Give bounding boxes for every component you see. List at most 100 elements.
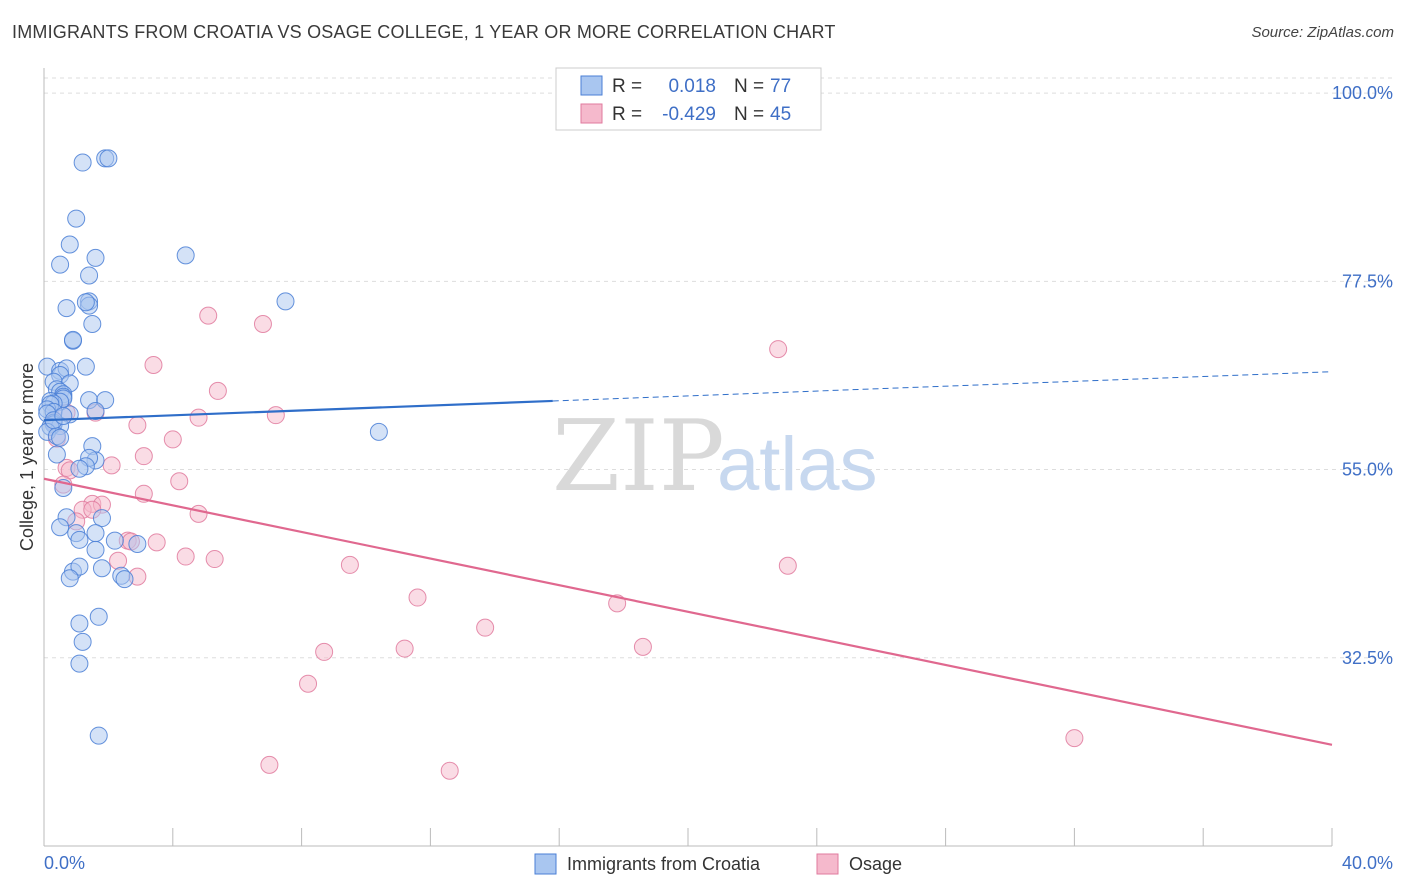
legend-n-value-pink: 45 [770,104,791,125]
croatia-point-69 [60,569,79,588]
legend-pink-swatch [580,103,603,124]
y-tick-labels: 32.5% 55.0% 77.5% 100.0% [1332,83,1393,668]
croatia-point-6 [86,248,105,267]
croatia-point-5 [51,255,70,274]
series-legend-pink-label: Osage [849,854,902,874]
osage-point-35 [408,588,427,607]
osage-point-24 [189,504,208,523]
y-tick-label-0: 32.5% [1342,648,1393,668]
chart-title: IMMIGRANTS FROM CROATIA VS OSAGE COLLEGE… [12,22,836,42]
croatia-point-7 [80,266,99,285]
osage-point-30 [205,550,224,569]
legend-n-value-blue: 77 [770,76,791,97]
croatia-point-70 [89,607,108,626]
croatia-point-12 [76,293,95,312]
croatia-point-59 [86,524,105,543]
croatia-point-4 [60,235,79,254]
y-tick-label-2: 77.5% [1342,271,1393,291]
croatia-point-73 [70,654,89,673]
croatia-point-3 [67,209,86,228]
grid-lines [44,77,1393,659]
trend-lines [43,371,1333,746]
osage-point-40 [315,642,334,661]
osage-point-13 [134,447,153,466]
croatia-point-8 [176,246,195,265]
osage-trend-line [43,477,1333,746]
croatia-point-62 [128,535,147,554]
legend-r-value-blue: 0.018 [668,76,716,97]
watermark-atlas: atlas [717,422,878,507]
osage-point-33 [778,556,797,575]
osage-point-44 [440,761,459,780]
osage-point-32 [340,555,359,574]
osage-point-43 [260,755,279,774]
legend-n-label-pink: N = [734,104,764,125]
osage-point-28 [147,533,166,552]
watermark: ZIP atlas [552,400,878,514]
legend-r-label-pink: R = [612,104,642,125]
croatia-point-53 [70,459,89,478]
croatia-point-39 [86,401,105,420]
osage-point-14 [102,456,121,475]
osage-point-39 [395,639,414,658]
croatia-point-13 [276,292,295,311]
croatia-point-71 [70,614,89,633]
croatia-point-2 [99,149,118,168]
y-axis-label: College, 1 year or more [17,363,37,551]
osage-point-42 [1065,729,1084,748]
osage-point-41 [299,674,318,693]
croatia-point-49 [47,445,66,464]
series-legend-blue-label: Immigrants from Croatia [567,854,761,874]
y-tick-label-1: 55.0% [1342,460,1393,480]
croatia-point-21 [76,357,95,376]
croatia-point-56 [92,509,111,528]
osage-point-29 [176,547,195,566]
osage-point-1 [253,314,272,333]
osage-point-31 [109,551,128,570]
osage-point-38 [633,637,652,656]
croatia-point-74 [89,726,108,745]
osage-point-3 [144,355,163,374]
osage-point-36 [608,594,627,613]
croatia-point-11 [57,299,76,318]
legend-r-value-pink: -0.429 [662,104,716,125]
croatia-trend-extension [552,371,1333,402]
croatia-point-68 [115,570,134,589]
x-ticks [43,828,1333,846]
osage-point-18 [170,472,189,491]
osage-points [44,306,1084,780]
osage-point-7 [266,406,285,425]
osage-point-11 [163,430,182,449]
croatia-point-66 [70,557,89,576]
watermark-zip: ZIP [552,400,725,514]
x-tick-label-min: 0.0% [44,853,85,873]
legend-blue-swatch [580,75,603,96]
croatia-point-76 [54,407,73,426]
x-tick-label-max: 40.0% [1342,853,1393,873]
croatia-point-64 [92,559,111,578]
osage-point-0 [199,306,218,325]
chart-source: Source: ZipAtlas.com [1251,24,1394,41]
legend-r-label-blue: R = [612,76,642,97]
legend: R = 0.018 N = 77 R = -0.429 N = 45 [555,67,822,131]
croatia-point-63 [86,540,105,559]
croatia-point-72 [73,632,92,651]
series-legend-blue-swatch [534,853,557,875]
y-tick-label-3: 100.0% [1332,83,1393,103]
croatia-point-16 [63,330,82,349]
croatia-point-47 [369,422,388,441]
croatia-point-14 [83,314,102,333]
osage-point-4 [208,381,227,400]
series-legend-pink-swatch [816,853,839,875]
croatia-point-57 [51,518,70,537]
croatia-point-0 [73,153,92,172]
osage-point-10 [128,416,147,435]
legend-n-label-blue: N = [734,76,764,97]
series-legend: Immigrants from Croatia Osage [534,853,902,875]
croatia-point-61 [105,531,124,550]
osage-point-6 [189,408,208,427]
croatia-point-46 [51,428,70,447]
osage-point-37 [476,618,495,637]
croatia-trend-line [43,399,553,422]
